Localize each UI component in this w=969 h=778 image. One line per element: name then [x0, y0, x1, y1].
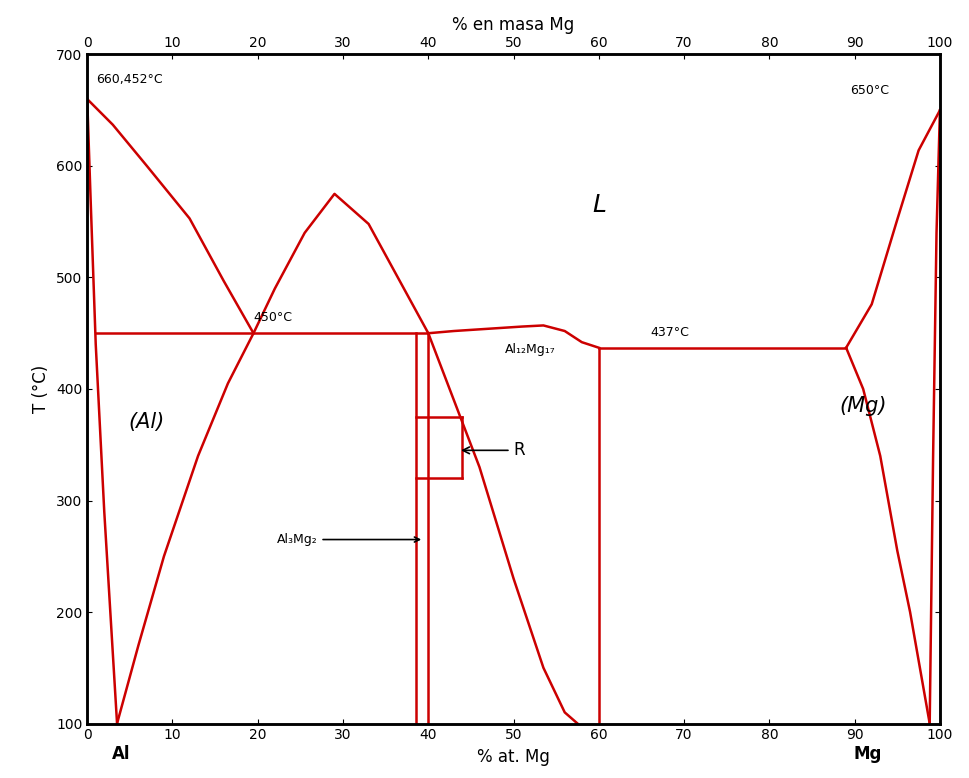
- Text: Mg: Mg: [853, 745, 882, 762]
- Text: R: R: [463, 441, 525, 459]
- X-axis label: % at. Mg: % at. Mg: [477, 748, 550, 766]
- Y-axis label: T (°C): T (°C): [32, 365, 50, 413]
- Text: L: L: [592, 193, 606, 217]
- Text: 650°C: 650°C: [851, 84, 890, 96]
- Text: Al₃Mg₂: Al₃Mg₂: [277, 533, 420, 546]
- Text: 437°C: 437°C: [650, 326, 689, 338]
- Text: (Mg): (Mg): [839, 396, 887, 415]
- Text: 450°C: 450°C: [254, 311, 293, 324]
- Text: (Al): (Al): [129, 412, 165, 433]
- X-axis label: % en masa Mg: % en masa Mg: [453, 16, 575, 34]
- Text: Al₁₂Mg₁₇: Al₁₂Mg₁₇: [505, 343, 556, 356]
- Text: Al: Al: [111, 745, 131, 762]
- Text: 660,452°C: 660,452°C: [96, 72, 163, 86]
